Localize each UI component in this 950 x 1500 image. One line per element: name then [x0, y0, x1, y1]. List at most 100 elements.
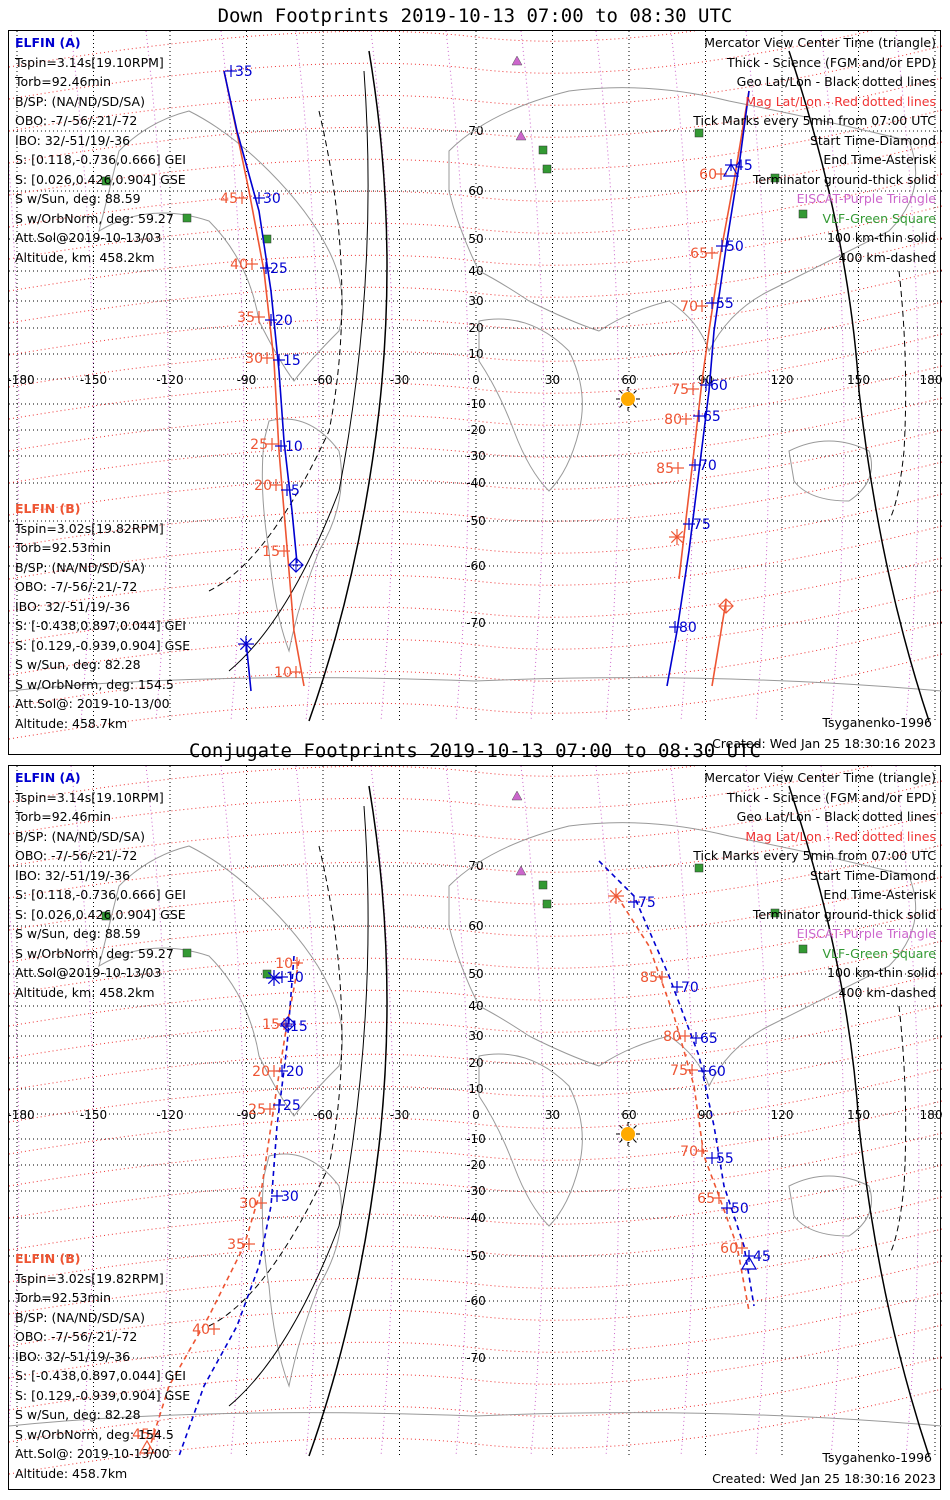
sun-ray [633, 1139, 637, 1143]
vlf-square [694, 863, 704, 873]
mag-meridian [670, 766, 695, 1457]
lon-label: -180 [9, 373, 35, 387]
elfin-b-label: 35 [237, 310, 255, 326]
vlf-square [770, 908, 780, 918]
elfin-a-label: 45 [753, 1249, 771, 1265]
vlf-square [542, 164, 552, 174]
mag-parallel [9, 1004, 942, 1091]
elfin-a-line: Torb=92.46min [15, 809, 112, 824]
legend-item: End Time-Asterisk [823, 152, 936, 167]
legend-item: Mag Lat/Lon - Red dotted lines [745, 828, 936, 844]
vlf-square [101, 176, 111, 186]
elfin-a-label: 20 [275, 313, 293, 329]
mag-meridian [295, 31, 320, 722]
lon-label: 0 [472, 1108, 480, 1122]
elfin-b-label: 70 [680, 299, 698, 315]
elfin-a-line: OBO: -7/-56/-21/-72 [15, 848, 138, 863]
elfin-a-label: 20 [286, 1064, 304, 1080]
coastline [788, 440, 872, 502]
elfin-a-label: 50 [731, 1201, 749, 1217]
elfin-a-line: S w/Sun, deg: 88.59 [15, 191, 141, 206]
elfin-b-label: 85 [656, 461, 674, 477]
sun-ray [633, 390, 637, 394]
legend: Mercator View Center Time (triangle) Thic… [693, 33, 936, 267]
panel-title: Down Footprints 2019-10-13 07:00 to 08:3… [217, 5, 733, 27]
elfin-b-label: 80 [664, 412, 682, 428]
vlf-square [101, 911, 111, 921]
coastlines [9, 87, 942, 692]
mag-meridian [70, 766, 95, 1457]
elfin-a-track [666, 90, 750, 687]
lat-label: -30 [466, 449, 486, 463]
elfin-b-line: Torb=92.53min [15, 1290, 112, 1305]
model-label: Tsyganenko-1996 [822, 715, 932, 730]
elfin-a-line: S w/OrbNorm, deg: 59.27 [15, 210, 174, 226]
vlf-square [798, 209, 808, 219]
sun-ray [633, 404, 637, 408]
created-label: Created: Wed Jan 25 18:30:16 2023 [712, 1471, 936, 1486]
lon-label: -90 [237, 1108, 257, 1122]
end-asterisk [267, 971, 281, 985]
elfin-b-info: ELFIN (B) Tspin=3.02s[19.82RPM] Torb=92.5… [15, 1249, 190, 1483]
elfin-a-label: 60 [710, 378, 728, 394]
sun-disc [621, 392, 635, 406]
lat-label: -60 [466, 1294, 486, 1308]
lat-label: -70 [466, 616, 486, 630]
elfin-b-line: Tspin=3.02s[19.82RPM] [15, 520, 164, 536]
lat-label: -10 [466, 397, 486, 411]
elfin-b-label: 15 [262, 544, 280, 560]
lon-label: -60 [313, 373, 333, 387]
elfin-a-label: 80 [679, 620, 697, 636]
sun-ray [619, 1139, 623, 1143]
elfin-b-line: S: [0.129,-0.939,0.904] GSE [15, 637, 191, 653]
elfin-a-label: 15 [283, 353, 301, 369]
legend: Mercator View Center Time (triangle) Thic… [693, 768, 936, 1002]
sun-ray [619, 1125, 623, 1129]
elfin-b-lines: Tspin=3.02s[19.82RPM] Torb=92.53min B/SP: … [15, 519, 190, 734]
terminator-400km [888, 270, 907, 522]
legend-item: Geo Lat/Lon - Black dotted lines [736, 809, 936, 824]
mag-meridian [9, 896, 20, 1426]
lat-label: 10 [468, 1082, 483, 1096]
mag-grid [9, 766, 942, 1475]
lon-label: -120 [156, 373, 183, 387]
elfin-a-line: S: [0.026,0.426,0.904] GSE [15, 171, 186, 187]
mag-meridian [520, 766, 545, 1457]
elfin-b-label: 75 [671, 382, 689, 398]
panel-title: Conjugate Footprints 2019-10-13 07:00 to… [189, 740, 761, 762]
lat-label: 60 [468, 919, 483, 933]
legend-item: EISCAT-Purple Triangle [796, 926, 936, 941]
legend-item: End Time-Asterisk [823, 887, 936, 902]
coastline [788, 1175, 872, 1237]
elfin-b-line: S w/OrbNorm, deg: 154.5 [15, 676, 174, 692]
lon-label: 120 [771, 373, 794, 387]
elfin-a-label: 45 [735, 158, 753, 174]
elfin-b-label: 60 [720, 1241, 738, 1257]
lon-label: 180 [920, 373, 942, 387]
elfin-b-line: S: [-0.438,0.897,0.044] GEI [15, 1368, 186, 1383]
coastline [478, 1053, 583, 1227]
terminator-line [308, 785, 388, 1457]
elfin-a-line: B/SP: (NA/ND/SD/SA) [15, 93, 145, 109]
lat-label: 50 [468, 232, 483, 246]
sun-ray [619, 390, 623, 394]
mag-meridian [145, 31, 170, 722]
elfin-a-track [178, 955, 295, 1457]
mag-meridian [145, 766, 170, 1457]
legend-item: EISCAT-Purple Triangle [796, 191, 936, 206]
terminator-line [788, 50, 930, 722]
elfin-b-label: 65 [690, 246, 708, 262]
elfin-a-lines: Tspin=3.14s[19.10RPM] Torb=92.46min B/SP: … [15, 53, 186, 268]
eiscat-triangle [515, 865, 527, 876]
elfin-b-line: Att.Sol@: 2019-10-13/00 [15, 1446, 170, 1461]
elfin-a-line: Att.Sol@2019-10-13/03 [15, 965, 162, 980]
elfin-b-line: OBO: -7/-56/-21/-72 [15, 579, 138, 594]
elfin-b-line: S w/Sun, deg: 82.28 [15, 657, 141, 672]
legend-item: Start Time-Diamond [809, 867, 936, 883]
elfin-b-label: 75 [670, 1063, 688, 1079]
mag-meridian [820, 766, 845, 1457]
elfin-a-line: S: [0.118,-0.736,0.666] GEI [15, 887, 186, 902]
elfin-b-label: 65 [697, 1191, 715, 1207]
lat-label: -50 [466, 1249, 486, 1263]
model-label: Tsyganenko-1996 [822, 1450, 932, 1465]
